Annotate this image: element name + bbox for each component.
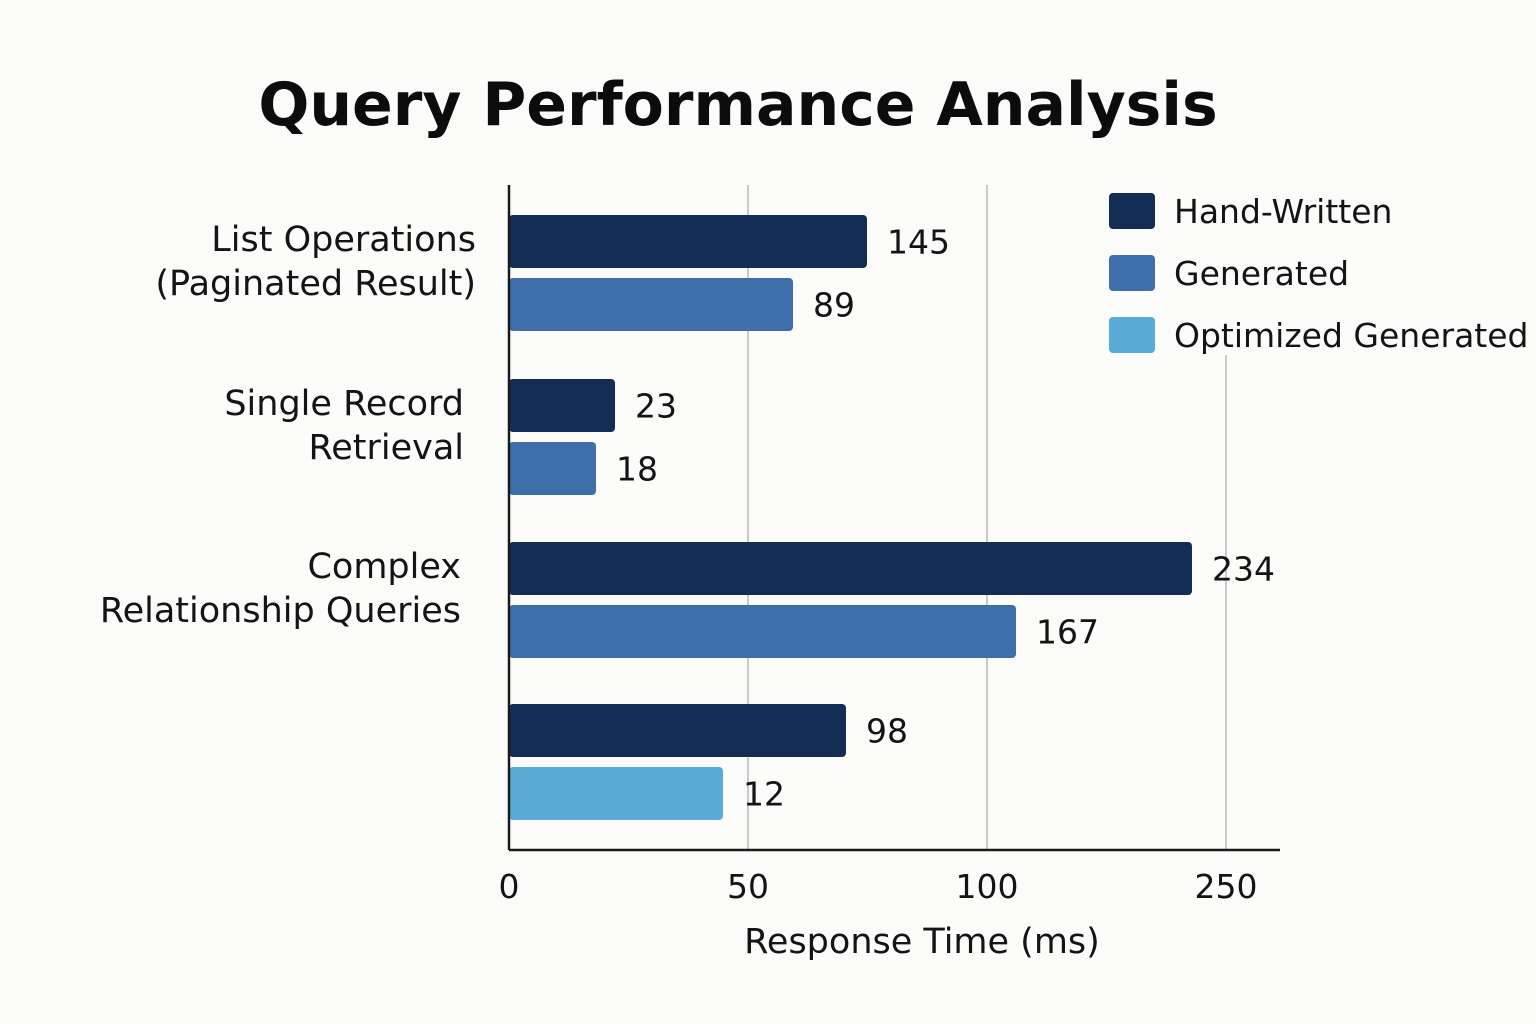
- bars: 145 89 23 18 234 167 98 12: [509, 215, 1275, 820]
- legend-label: Generated: [1174, 254, 1349, 293]
- bar-value-label: 98: [866, 712, 908, 751]
- x-tick-label: 250: [1195, 867, 1258, 906]
- legend: Hand-Written Generated Optimized Generated: [1109, 192, 1528, 355]
- category-label: Single Record: [224, 384, 464, 424]
- legend-swatch: [1109, 255, 1155, 291]
- legend-label: Hand-Written: [1174, 192, 1392, 231]
- legend-swatch: [1109, 317, 1155, 353]
- x-tick-label: 0: [499, 867, 520, 906]
- category-label: (Paginated Result): [155, 264, 476, 304]
- category-label: Complex: [307, 547, 461, 587]
- category-labels: List Operations(Paginated Result) Single …: [100, 220, 476, 631]
- bar: [509, 605, 1016, 658]
- bar-value-label: 12: [743, 775, 785, 814]
- legend-swatch: [1109, 193, 1155, 229]
- chart-title: Query Performance Analysis: [258, 70, 1217, 140]
- category-label: Relationship Queries: [100, 591, 461, 631]
- category-label: List Operations: [211, 220, 476, 260]
- bar-value-label: 23: [635, 387, 677, 426]
- bar: [509, 542, 1192, 595]
- bar: [509, 379, 615, 432]
- bar-value-label: 234: [1212, 550, 1275, 589]
- bar-value-label: 18: [616, 450, 658, 489]
- x-tick-label: 100: [956, 867, 1019, 906]
- x-tick-label: 50: [727, 867, 769, 906]
- x-axis-title: Response Time (ms): [744, 922, 1100, 962]
- legend-label: Optimized Generated: [1174, 316, 1528, 355]
- bar: [509, 278, 793, 331]
- bar: [509, 442, 596, 495]
- bar-value-label: 89: [813, 286, 855, 325]
- bar: [509, 767, 723, 820]
- bar-value-label: 167: [1036, 613, 1099, 652]
- bar: [509, 704, 846, 757]
- category-label: Retrieval: [308, 428, 464, 468]
- axes: 0 50 100 250: [499, 185, 1280, 906]
- bar-value-label: 145: [887, 223, 950, 262]
- bar: [509, 215, 867, 268]
